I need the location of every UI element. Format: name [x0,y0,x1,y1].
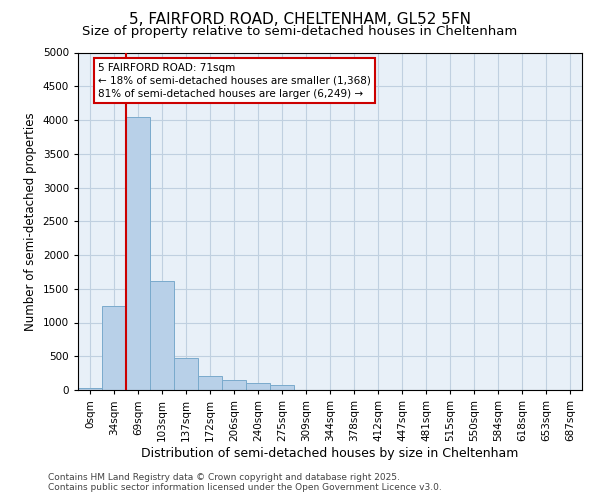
Bar [102,306,126,390]
Text: 5 FAIRFORD ROAD: 71sqm
← 18% of semi-detached houses are smaller (1,368)
81% of : 5 FAIRFORD ROAD: 71sqm ← 18% of semi-det… [98,62,371,99]
Bar [246,383,270,390]
Text: 5, FAIRFORD ROAD, CHELTENHAM, GL52 5FN: 5, FAIRFORD ROAD, CHELTENHAM, GL52 5FN [129,12,471,28]
Bar [270,386,294,390]
Bar [126,116,150,390]
Text: Contains HM Land Registry data © Crown copyright and database right 2025.
Contai: Contains HM Land Registry data © Crown c… [48,473,442,492]
X-axis label: Distribution of semi-detached houses by size in Cheltenham: Distribution of semi-detached houses by … [142,446,518,460]
Bar [78,388,102,390]
Y-axis label: Number of semi-detached properties: Number of semi-detached properties [24,112,37,330]
Text: Size of property relative to semi-detached houses in Cheltenham: Size of property relative to semi-detach… [82,25,518,38]
Bar [150,280,174,390]
Bar [222,380,246,390]
Bar [198,376,222,390]
Bar [174,358,198,390]
